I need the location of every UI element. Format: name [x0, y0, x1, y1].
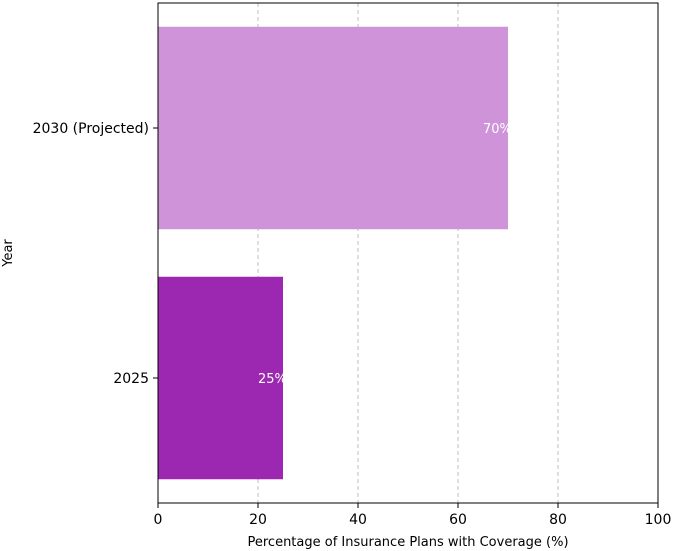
x-tick-label: 0: [154, 512, 163, 528]
x-axis-title: Percentage of Insurance Plans with Cover…: [247, 535, 568, 550]
y-tick-label: 2030 (Projected): [33, 121, 149, 137]
x-tick-label: 20: [249, 512, 267, 528]
plot-frame: [157, 2, 659, 504]
x-tick-label: 100: [645, 512, 672, 528]
x-tick-label: 80: [549, 512, 567, 528]
y-axis-title: Year: [1, 239, 16, 268]
x-tick-label: 40: [349, 512, 367, 528]
bar-value-label: 25%: [258, 372, 287, 387]
bar: [158, 276, 283, 480]
y-tick-label: 2025: [113, 371, 149, 387]
bar: [158, 26, 508, 230]
ticks: 2025 2030 (Projected) 0 20 40 60 80 100: [33, 121, 672, 528]
bar-value-label: 70%: [483, 122, 512, 137]
bars: [158, 26, 508, 480]
bar-labels: 25% 70%: [258, 122, 512, 387]
x-tick-label: 60: [449, 512, 467, 528]
